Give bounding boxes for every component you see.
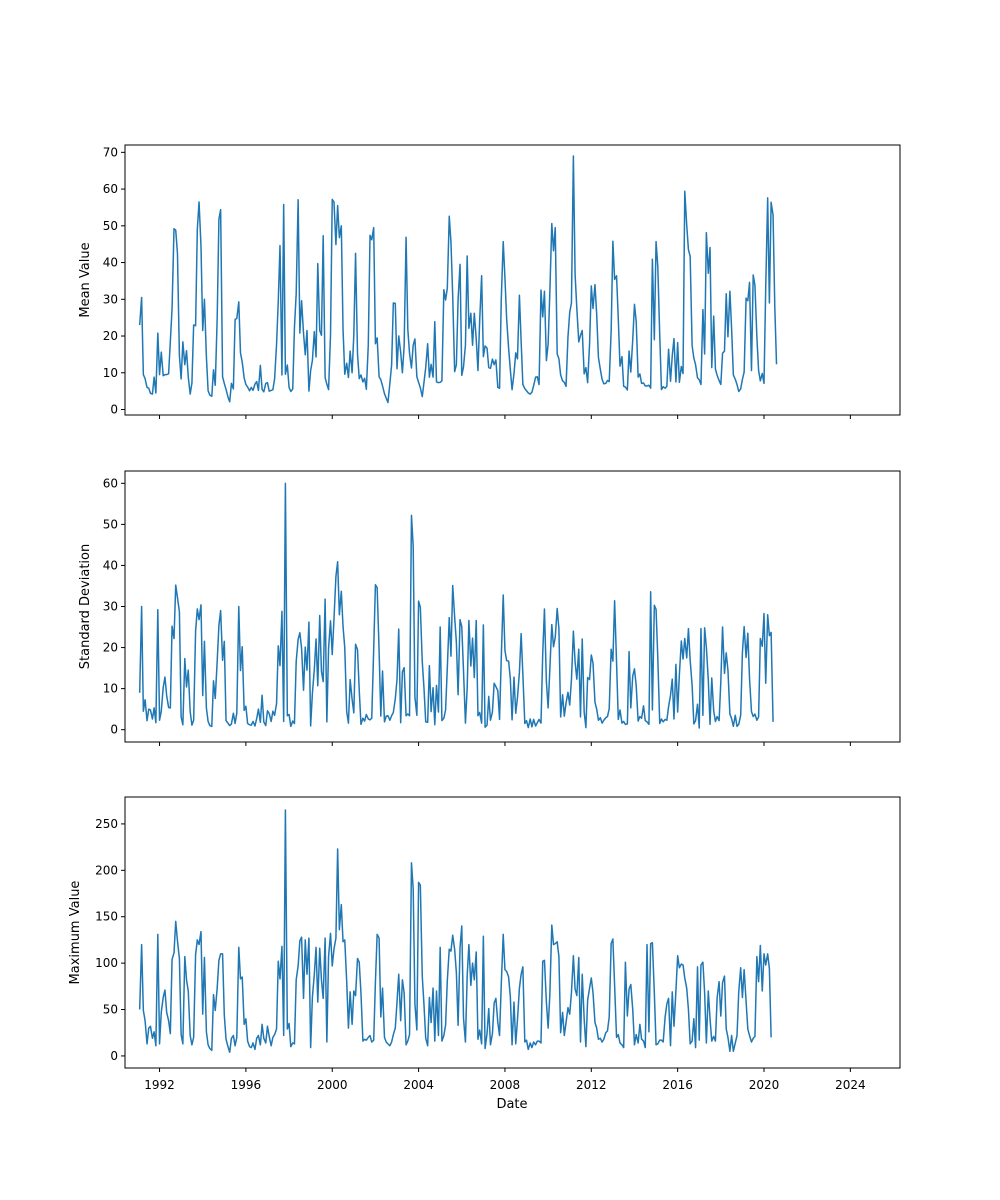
x-tick-label: 2000	[317, 1078, 348, 1092]
mean-value-y-tick-label: 60	[103, 182, 118, 196]
mean-value-y-tick-label: 70	[103, 145, 118, 159]
mean-value-axes-frame	[124, 144, 901, 416]
maximum-value-panel: 0 50 100 150 200 250 1992 1996 2000 2004 2008 2012 2…	[68, 796, 901, 1092]
subplots-container: 0 10 20 30 40 50 60 70 Mean Value 0 10 20 30 40 50 60 St…	[68, 144, 901, 1092]
standard-deviation-y-tick-label: 50	[103, 517, 118, 531]
standard-deviation-y-tick-label: 0	[110, 723, 118, 737]
maximum-value-y-tick-label: 50	[103, 1003, 118, 1017]
x-tick-label: 2016	[662, 1078, 693, 1092]
x-tick-label: 2004	[403, 1078, 434, 1092]
standard-deviation-y-tick-label: 10	[103, 682, 118, 696]
x-tick-label: 2008	[490, 1078, 521, 1092]
x-tick-label: 1992	[144, 1078, 175, 1092]
maximum-value-axes-frame	[124, 796, 901, 1069]
mean-value-panel: 0 10 20 30 40 50 60 70 Mean Value	[78, 144, 901, 419]
mean-value-y-tick-label: 20	[103, 329, 118, 343]
x-tick-label: 2012	[576, 1078, 607, 1092]
standard-deviation-y-tick-label: 30	[103, 600, 118, 614]
standard-deviation-y-tick-label: 20	[103, 641, 118, 655]
maximum-value-y-tick-label: 250	[95, 817, 118, 831]
standard-deviation-series-line	[138, 482, 774, 729]
standard-deviation-panel: 0 10 20 30 40 50 60 Standard Deviation	[78, 470, 901, 746]
mean-value-y-tick-label: 30	[103, 292, 118, 306]
mean-value-y-tick-label: 10	[103, 366, 118, 380]
mean-value-y-tick-label: 40	[103, 256, 118, 270]
mean-value-series-line	[138, 155, 778, 404]
mean-value-y-tick-label: 0	[110, 402, 118, 416]
maximum-value-y-axis-label: Maximum Value	[68, 881, 83, 985]
standard-deviation-y-axis-label: Standard Deviation	[78, 544, 93, 669]
maximum-value-y-tick-label: 100	[95, 956, 118, 970]
x-tick-label: 1996	[231, 1078, 262, 1092]
x-tick-label: 2020	[749, 1078, 780, 1092]
standard-deviation-y-tick-label: 40	[103, 558, 118, 572]
x-axis-label: Date	[496, 1097, 527, 1112]
maximum-value-series-line	[138, 809, 772, 1053]
standard-deviation-y-tick-label: 60	[103, 476, 118, 490]
x-tick-label: 2024	[835, 1078, 866, 1092]
mean-value-y-axis-label: Mean Value	[78, 242, 93, 317]
maximum-value-y-tick-label: 200	[95, 863, 118, 877]
mean-value-y-tick-label: 50	[103, 219, 118, 233]
maximum-value-y-tick-label: 150	[95, 910, 118, 924]
maximum-value-y-tick-label: 0	[110, 1049, 118, 1063]
